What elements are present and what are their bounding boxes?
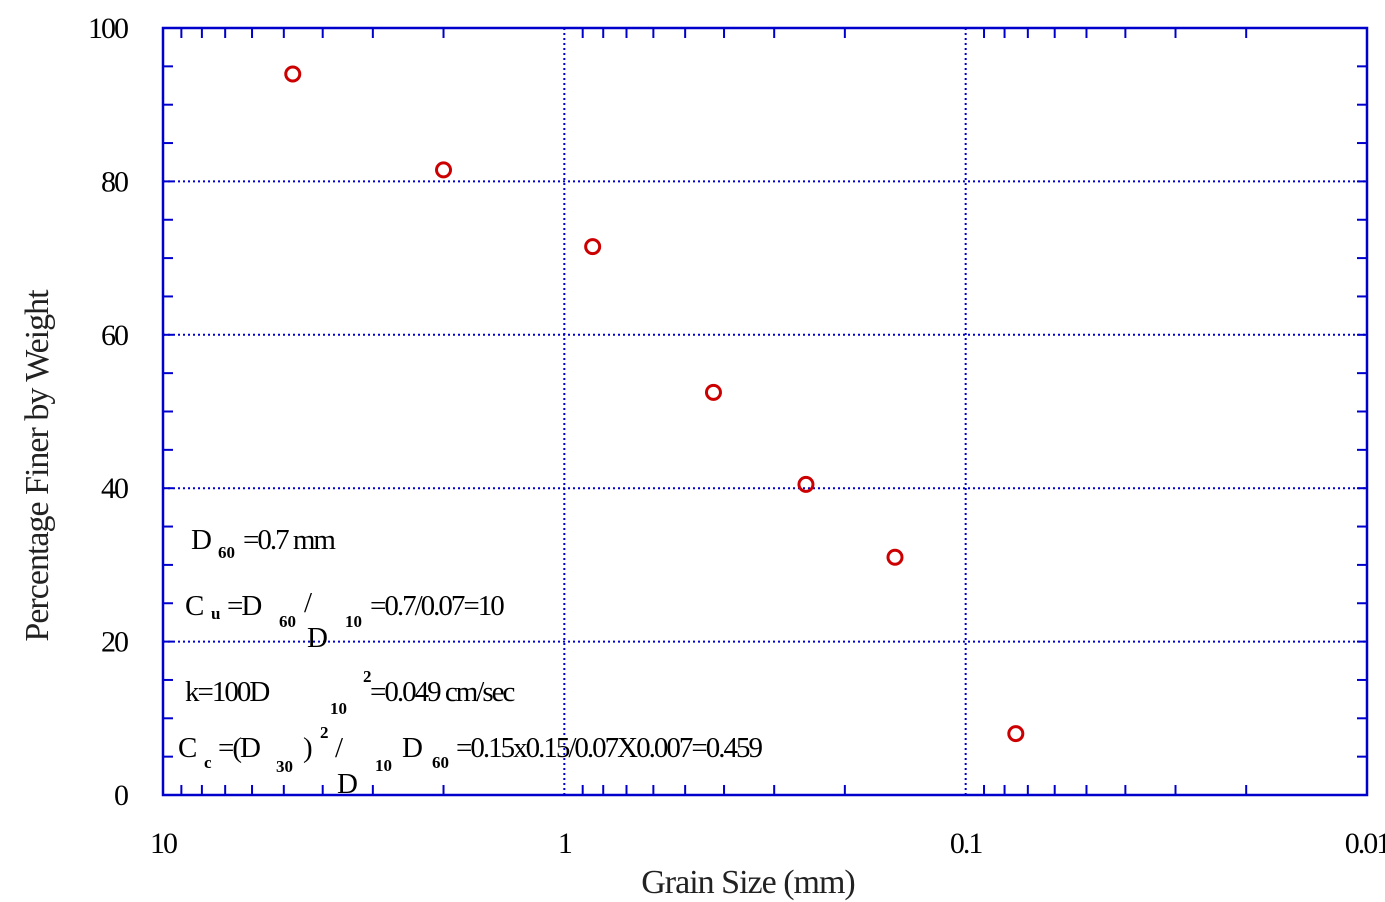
annotation-cu-d-den: D	[307, 622, 327, 654]
annotation-k-d10-sub: 10	[330, 699, 347, 718]
annotation-cc-d60-sub: 60	[432, 753, 449, 772]
x-axis-label: Grain Size (mm)	[641, 864, 855, 901]
data-point	[797, 475, 815, 493]
annotation-cc-d-den: D	[337, 768, 357, 800]
annotation-cu-slash: /	[304, 587, 313, 619]
annotation-cc-slash: /	[335, 732, 344, 764]
x-tick-label: 0.1	[950, 827, 983, 860]
y-tick-label: 60	[101, 319, 128, 352]
annotation-cc-lead: C	[178, 732, 196, 764]
annotation-cu-c-sub: u	[211, 604, 220, 623]
annotation-cu: C u =D 60 / D 10 =0.7/0.07=10	[185, 587, 506, 654]
data-point	[1007, 725, 1025, 743]
x-tick-label: 1	[558, 827, 572, 860]
annotation-cc-d: D	[402, 732, 422, 764]
annotation-k-rest: =0.049 cm/sec	[370, 676, 514, 708]
annotation-k: k=100D 10 2 =0.049 cm/sec	[185, 667, 516, 718]
y-tick-label: 100	[88, 12, 128, 45]
annotation-cc-c-sub: c	[204, 753, 212, 772]
minor-ticks	[163, 28, 1367, 795]
plot-frame	[161, 26, 1369, 797]
annotation-cu-d60-sub: 60	[279, 612, 296, 631]
grid-lines	[163, 28, 1367, 795]
annotation-d60: D 60 =0.7 mm	[191, 524, 338, 562]
data-point	[584, 238, 602, 256]
annotation-k-lead: k=100D	[185, 676, 269, 708]
annotation-d60-main: D	[191, 524, 211, 556]
annotation-cc-d10-sub: 10	[375, 756, 392, 775]
annotation-cu-rest: =0.7/0.07=10	[370, 590, 504, 622]
annotation-d60-sub: 60	[218, 543, 235, 562]
annotation-cc-sup: 2	[320, 723, 329, 742]
y-tick-label: 0	[114, 779, 128, 812]
y-tick-label: 20	[101, 626, 128, 659]
x-tick-labels: 10 1 0.1 0.01	[150, 827, 1385, 860]
annotation-cc-d30-sub: 30	[276, 757, 293, 776]
y-tick-label: 80	[101, 165, 128, 198]
annotation-cu-eq: =D	[227, 590, 261, 622]
x-tick-label: 0.01	[1345, 827, 1385, 860]
annotation-d60-rest: =0.7 mm	[243, 524, 336, 556]
y-tick-label: 40	[101, 472, 128, 505]
annotation-cu-c: C	[185, 590, 203, 622]
data-point	[704, 383, 722, 401]
annotation-cc: C c =(D 30 ) 2 / D 10 D 60 =0.15x0.15/0.…	[178, 723, 764, 800]
y-tick-labels: 0 20 40 60 80 100	[88, 12, 130, 812]
annotation-cc-close: )	[303, 732, 312, 764]
annotation-cc-rest: =0.15x0.15/0.07X0.007=0.459	[456, 732, 762, 764]
data-point	[886, 548, 904, 566]
y-axis-label: Percentage Finer by Weight	[19, 289, 56, 642]
annotation-k-sup: 2	[363, 667, 372, 686]
data-points	[284, 65, 1025, 743]
data-point	[284, 65, 302, 83]
annotation-cc-mid: =(D	[218, 732, 260, 764]
x-tick-label: 10	[150, 827, 177, 860]
data-point	[435, 161, 453, 179]
annotation-cu-d10-sub: 10	[345, 612, 362, 631]
